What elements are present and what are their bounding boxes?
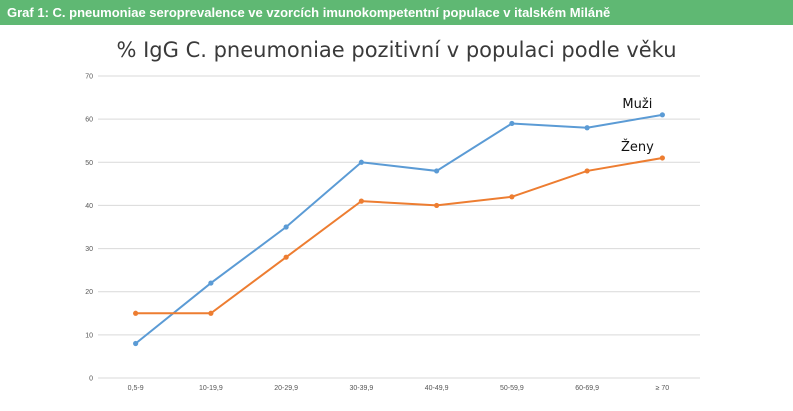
- x-tick-label: 40-49,9: [425, 385, 449, 392]
- x-tick-label: 60-69,9: [575, 385, 599, 392]
- data-point: [358, 198, 364, 204]
- series-label: Ženy: [621, 139, 654, 155]
- data-point: [659, 155, 665, 161]
- series-label: Muži: [622, 97, 652, 112]
- series-line: [134, 113, 663, 345]
- y-tick-label: 50: [85, 160, 93, 167]
- figure-caption-bar: Graf 1: C. pneumoniae seroprevalence ve …: [0, 0, 793, 25]
- data-point: [283, 224, 289, 230]
- x-tick-label: 0,5-9: [128, 385, 144, 392]
- data-point: [208, 310, 214, 316]
- data-point: [283, 254, 289, 260]
- data-point: [358, 159, 364, 165]
- series-muzi: [133, 112, 665, 347]
- data-point: [133, 310, 139, 316]
- data-point: [208, 280, 214, 286]
- y-tick-label: 20: [85, 289, 93, 296]
- y-tick-label: 70: [85, 74, 93, 81]
- x-tick-label: 30-39,9: [350, 385, 374, 392]
- y-tick-label: 30: [85, 246, 93, 253]
- data-point: [659, 112, 665, 118]
- data-point: [434, 168, 440, 174]
- series-zeny: [133, 155, 665, 316]
- data-point: [584, 125, 590, 131]
- data-point: [584, 168, 590, 174]
- x-axis-ticks: 0,5-9 10-19,9 20-29,9 30-39,9 40-49,9 50-59,9…: [128, 385, 670, 392]
- figure-caption: Graf 1: C. pneumoniae seroprevalence ve …: [7, 5, 611, 20]
- x-tick-label: 20-29,9: [274, 385, 298, 392]
- x-tick-label: 50-59,9: [500, 385, 524, 392]
- series-labels: Muži Ženy: [621, 97, 654, 155]
- y-tick-label: 10: [85, 332, 93, 339]
- data-point: [133, 340, 139, 347]
- data-point: [509, 120, 515, 127]
- y-axis-ticks: 0 10 20 30 40 50 60 70: [85, 74, 93, 383]
- grid-layer: [98, 75, 700, 379]
- series-line: [135, 156, 663, 315]
- data-point: [509, 194, 515, 200]
- y-tick-label: 0: [89, 376, 93, 383]
- chart-title: % IgG C. pneumoniae pozitivní v populaci…: [116, 38, 677, 62]
- data-point: [434, 202, 440, 209]
- y-tick-label: 60: [85, 117, 93, 124]
- series-layer: [133, 112, 665, 347]
- x-tick-label: ≥ 70: [656, 385, 670, 392]
- y-tick-label: 40: [85, 203, 93, 210]
- x-tick-label: 10-19,9: [199, 385, 223, 392]
